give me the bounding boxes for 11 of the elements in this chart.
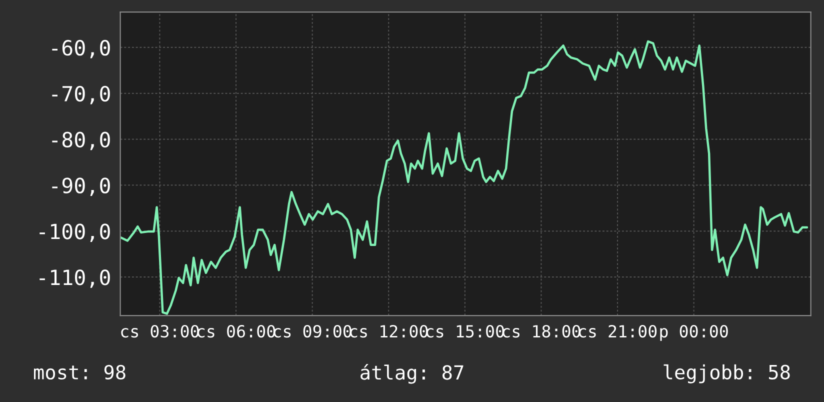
x-tick-label: p 00:00	[660, 324, 728, 341]
y-tick-label: -70,0	[52, 86, 110, 104]
text: most: 98	[34, 364, 126, 380]
y-tick-label: -60,0	[52, 40, 110, 58]
text: legjobb: 58	[664, 364, 790, 384]
x-tick-label: cs 03:00	[121, 324, 199, 338]
text: átlag: 87	[360, 364, 464, 384]
y-tick-label: -100,0	[40, 224, 110, 242]
y-tick-label: -80,0	[52, 132, 110, 150]
y-tick-label: -90,0	[52, 178, 110, 196]
y-tick-label: -110,0	[40, 270, 110, 288]
